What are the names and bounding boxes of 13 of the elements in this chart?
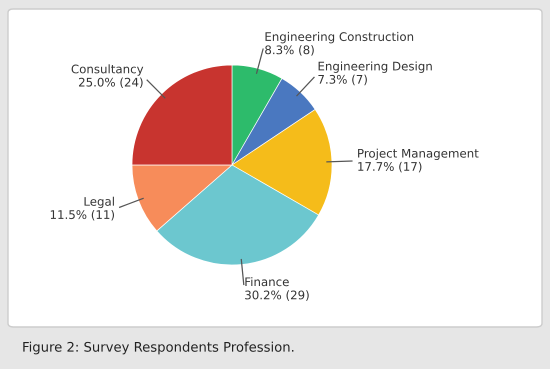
data-label: 17.7% (17) xyxy=(358,162,422,172)
data-label: 11.5% (11) xyxy=(50,210,114,220)
data-label: 30.2% (29) xyxy=(245,290,309,301)
caption: Figure 2: Survey Respondents Profession. xyxy=(23,342,294,354)
data-label: 8.3% (8) xyxy=(265,45,314,56)
slice-label: Engineering Construction xyxy=(266,32,414,44)
data-label: 7.3% (7) xyxy=(318,74,367,86)
slice-label: Consultancy xyxy=(72,64,144,76)
data-label: 25.0% (24) xyxy=(78,78,143,88)
slice-label: Engineering Design xyxy=(318,61,432,73)
slice-label: Project Management xyxy=(358,148,479,160)
slice-label: Legal xyxy=(84,196,114,208)
slice-label: Finance xyxy=(245,277,289,286)
